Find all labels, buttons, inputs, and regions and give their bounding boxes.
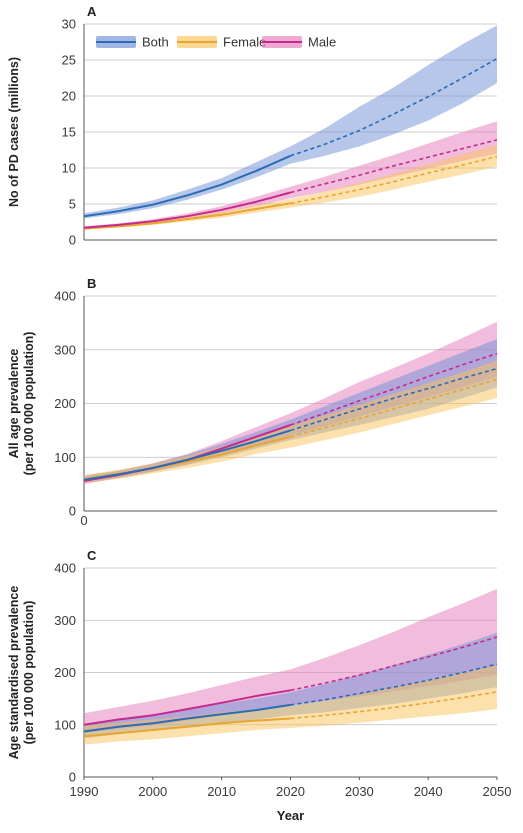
series-line-both-projected: [290, 663, 498, 706]
y-tick-label: 0: [69, 233, 76, 248]
series-line-female-observed: [83, 202, 291, 230]
x-tick-label: 2040: [414, 784, 443, 799]
y-tick-label: 200: [54, 396, 76, 411]
y-tick-label: 400: [54, 561, 76, 576]
panel-c: 0 100 200 300 400 C Age standardised prevalenc…: [7, 548, 511, 823]
panel-label: A: [87, 4, 97, 19]
x-tick-label: 1990: [70, 784, 99, 799]
y-tick-label: 100: [54, 717, 76, 732]
series-line-male-projected: [290, 352, 498, 426]
series-line-female-projected: [290, 155, 498, 205]
uncertainty-band-female: [84, 665, 497, 745]
series-line-both-observed: [83, 703, 291, 733]
uncertainty-band-female: [84, 360, 497, 484]
series-line-female-projected: [290, 378, 498, 438]
y-tick-label: 100: [54, 450, 76, 465]
y-axis-label-line1: All age prevalence: [7, 349, 21, 459]
x-tick-label: 2000: [138, 784, 167, 799]
uncertainty-band-male: [84, 588, 497, 734]
y-tick-label: 25: [62, 53, 76, 68]
uncertainty-band-both: [84, 25, 497, 219]
panel-label: B: [87, 276, 96, 291]
legend-label-both: Both: [142, 35, 169, 50]
panel-b: 0 100 200 300 400 B All age prevalence (per 100…: [7, 276, 498, 528]
y-tick-label: 20: [62, 89, 76, 104]
series-line-male-projected: [290, 139, 498, 194]
legend-label-female: Female: [223, 35, 266, 50]
panel-a: 0 5 10 15 20 25 30 A No of PD cases (millions) Bo…: [7, 4, 498, 248]
panel-label: C: [87, 548, 97, 563]
y-tick-label: 400: [54, 289, 76, 304]
x-axis-origin-label: 0: [80, 513, 87, 528]
series-line-both-observed: [83, 154, 291, 218]
uncertainty-band-both: [84, 632, 497, 739]
series-line-both-projected: [290, 367, 498, 432]
series-line-female-observed: [83, 717, 291, 738]
y-tick-label: 200: [54, 665, 76, 680]
y-tick-label: 30: [62, 17, 76, 32]
series-line-male-observed: [83, 191, 291, 229]
y-tick-label: 0: [69, 770, 76, 785]
y-tick-label: 10: [62, 161, 76, 176]
y-tick-label: 0: [69, 504, 76, 519]
y-tick-label: 5: [69, 197, 76, 212]
x-axis-label: Year: [277, 808, 304, 823]
y-tick-label: 15: [62, 125, 76, 140]
x-tick-label: 2050: [483, 784, 512, 799]
series-line-male-observed: [83, 689, 291, 726]
series-line-both-projected: [290, 57, 498, 157]
x-tick-label: 2010: [207, 784, 236, 799]
y-axis-label-line2: (per 100 000 population): [22, 332, 36, 476]
y-axis-label-line1: Age standardised prevalence: [7, 586, 21, 760]
x-tick-label: 2030: [345, 784, 374, 799]
legend-label-male: Male: [308, 35, 336, 50]
x-tick-label: 2020: [276, 784, 305, 799]
y-tick-label: 300: [54, 613, 76, 628]
series-line-both-observed: [83, 429, 291, 481]
y-axis-label-line2: (per 100 000 population): [22, 601, 36, 745]
y-tick-label: 300: [54, 342, 76, 357]
legend: Both Female Male: [96, 35, 336, 50]
series-line-male-projected: [290, 636, 498, 692]
y-axis-label: No of PD cases (millions): [7, 57, 21, 207]
